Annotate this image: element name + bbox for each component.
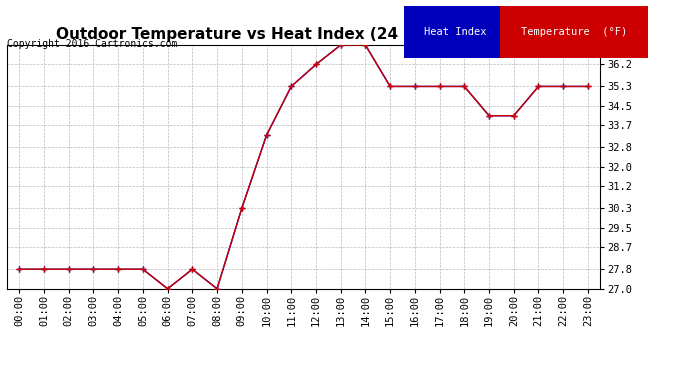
Text: Heat Index  (°F): Heat Index (°F) xyxy=(424,27,524,37)
Text: Copyright 2016 Cartronics.com: Copyright 2016 Cartronics.com xyxy=(7,39,177,50)
Title: Outdoor Temperature vs Heat Index (24 Hours) 20160125: Outdoor Temperature vs Heat Index (24 Ho… xyxy=(56,27,551,42)
Text: Temperature  (°F): Temperature (°F) xyxy=(521,27,627,37)
